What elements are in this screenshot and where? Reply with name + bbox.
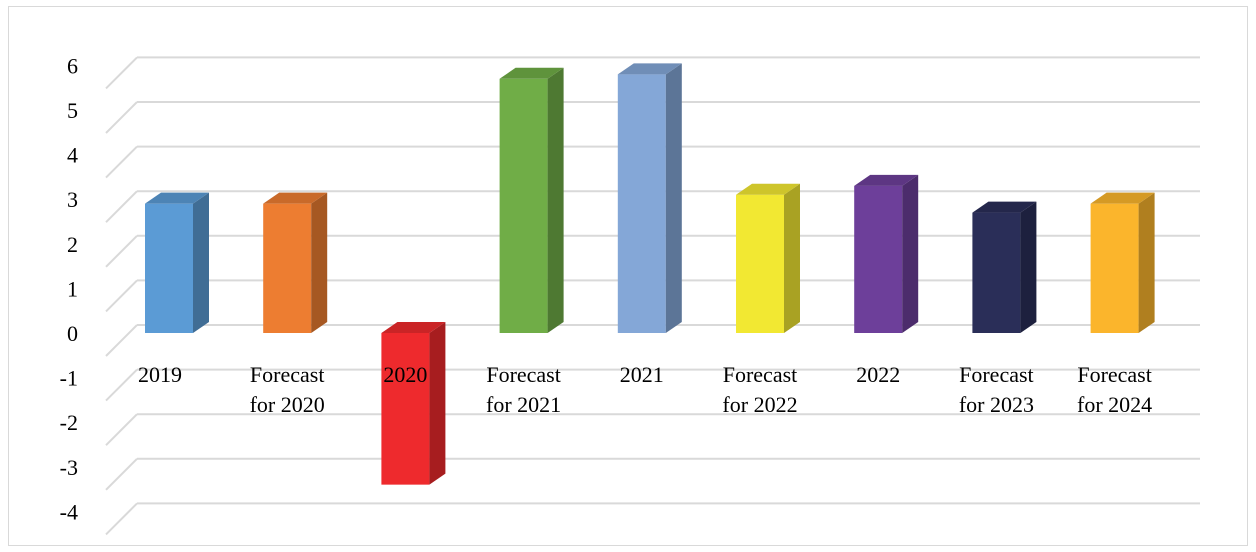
bar-front: [145, 203, 193, 333]
bar-0: [145, 192, 209, 333]
gridline-diagonal: [105, 502, 138, 536]
category-labels: 2019 Forecast for 2020 2020 Forecast for 2021…: [138, 362, 1152, 417]
y-tick-label: 3: [67, 187, 78, 212]
bar-side: [547, 67, 564, 333]
gridline-diagonal: [105, 368, 138, 402]
y-tick-label: 5: [67, 98, 78, 123]
bar-front: [1090, 203, 1139, 333]
category-label: 2019: [138, 362, 182, 387]
bar-top: [499, 67, 564, 79]
bars: [145, 63, 1155, 485]
bar-top: [1090, 192, 1155, 204]
category-label-line: 2022: [856, 362, 900, 387]
gridline-diagonal: [105, 458, 138, 491]
bar-top: [617, 63, 682, 75]
bar-3: [499, 67, 564, 333]
bar-top: [145, 192, 209, 204]
bar-side: [429, 322, 446, 485]
y-tick-label: 0: [67, 321, 78, 346]
category-label-line: for 2022: [722, 392, 797, 417]
bar-8: [1090, 192, 1155, 333]
gridline-diagonal: [105, 413, 138, 446]
gridline-diagonal: [105, 101, 138, 134]
gridline-diagonal: [105, 279, 138, 313]
bar-top: [381, 322, 446, 333]
bar-front: [263, 203, 312, 333]
category-label: Forecast for 2022: [722, 362, 797, 417]
category-label: 2021: [620, 362, 664, 387]
bar-top: [263, 192, 328, 204]
gridline-diagonal: [105, 324, 138, 357]
gridline-diagonal: [105, 235, 138, 268]
y-tick-label: -1: [60, 366, 78, 391]
bar-front: [499, 78, 548, 333]
category-label: 2022: [856, 362, 900, 387]
y-tick-label: 6: [67, 53, 78, 78]
category-label-line: Forecast: [959, 362, 1034, 387]
gridline-diagonal: [105, 145, 138, 179]
y-axis-ticks: 6 5 4 3 2 1 0 -1 -2 -3 -4: [60, 53, 78, 524]
category-label: 2020: [383, 362, 427, 387]
category-label-line: Forecast: [723, 362, 798, 387]
bar-side: [902, 174, 919, 333]
bar-side: [311, 192, 328, 333]
y-tick-label: 2: [67, 232, 78, 257]
bar-4: [617, 63, 682, 333]
bar-2: [381, 322, 446, 485]
bar-side: [193, 192, 209, 333]
category-label-line: 2020: [383, 362, 427, 387]
bar-side: [784, 183, 800, 333]
bar-front: [617, 74, 666, 333]
category-label: Forecast for 2024: [1077, 362, 1152, 417]
bar-6: [854, 174, 919, 333]
bar-top: [736, 183, 800, 195]
category-label-line: Forecast: [1077, 362, 1152, 387]
category-label-line: 2019: [138, 362, 182, 387]
category-label: Forecast for 2020: [250, 362, 325, 417]
category-label-line: Forecast: [486, 362, 561, 387]
bar-front: [972, 212, 1021, 333]
y-tick-label: -3: [60, 455, 78, 480]
bar-side: [665, 63, 682, 333]
category-label-line: 2021: [620, 362, 664, 387]
bar-7: [972, 201, 1037, 333]
bar-side: [1138, 192, 1155, 333]
category-label: Forecast for 2023: [959, 362, 1034, 417]
y-tick-label: -2: [60, 410, 78, 435]
gridline-diagonal: [105, 56, 138, 90]
y-tick-label: 1: [67, 276, 78, 301]
gridline-diagonal: [105, 190, 138, 223]
bar-front: [854, 185, 903, 333]
bar-top: [972, 201, 1037, 213]
bar-top: [854, 174, 919, 186]
bar-1: [263, 192, 328, 333]
bar-front: [736, 194, 784, 333]
y-tick-label: 4: [67, 143, 78, 168]
bar-side: [1020, 201, 1037, 333]
category-label-line: for 2020: [250, 392, 325, 417]
y-tick-label: -4: [60, 499, 78, 524]
category-label-line: for 2021: [486, 392, 561, 417]
category-label-line: Forecast: [250, 362, 325, 387]
bar-front: [381, 333, 430, 485]
category-label-line: for 2023: [959, 392, 1034, 417]
category-label: Forecast for 2021: [486, 362, 561, 417]
bar-5: [736, 183, 800, 333]
category-label-line: for 2024: [1077, 392, 1152, 417]
